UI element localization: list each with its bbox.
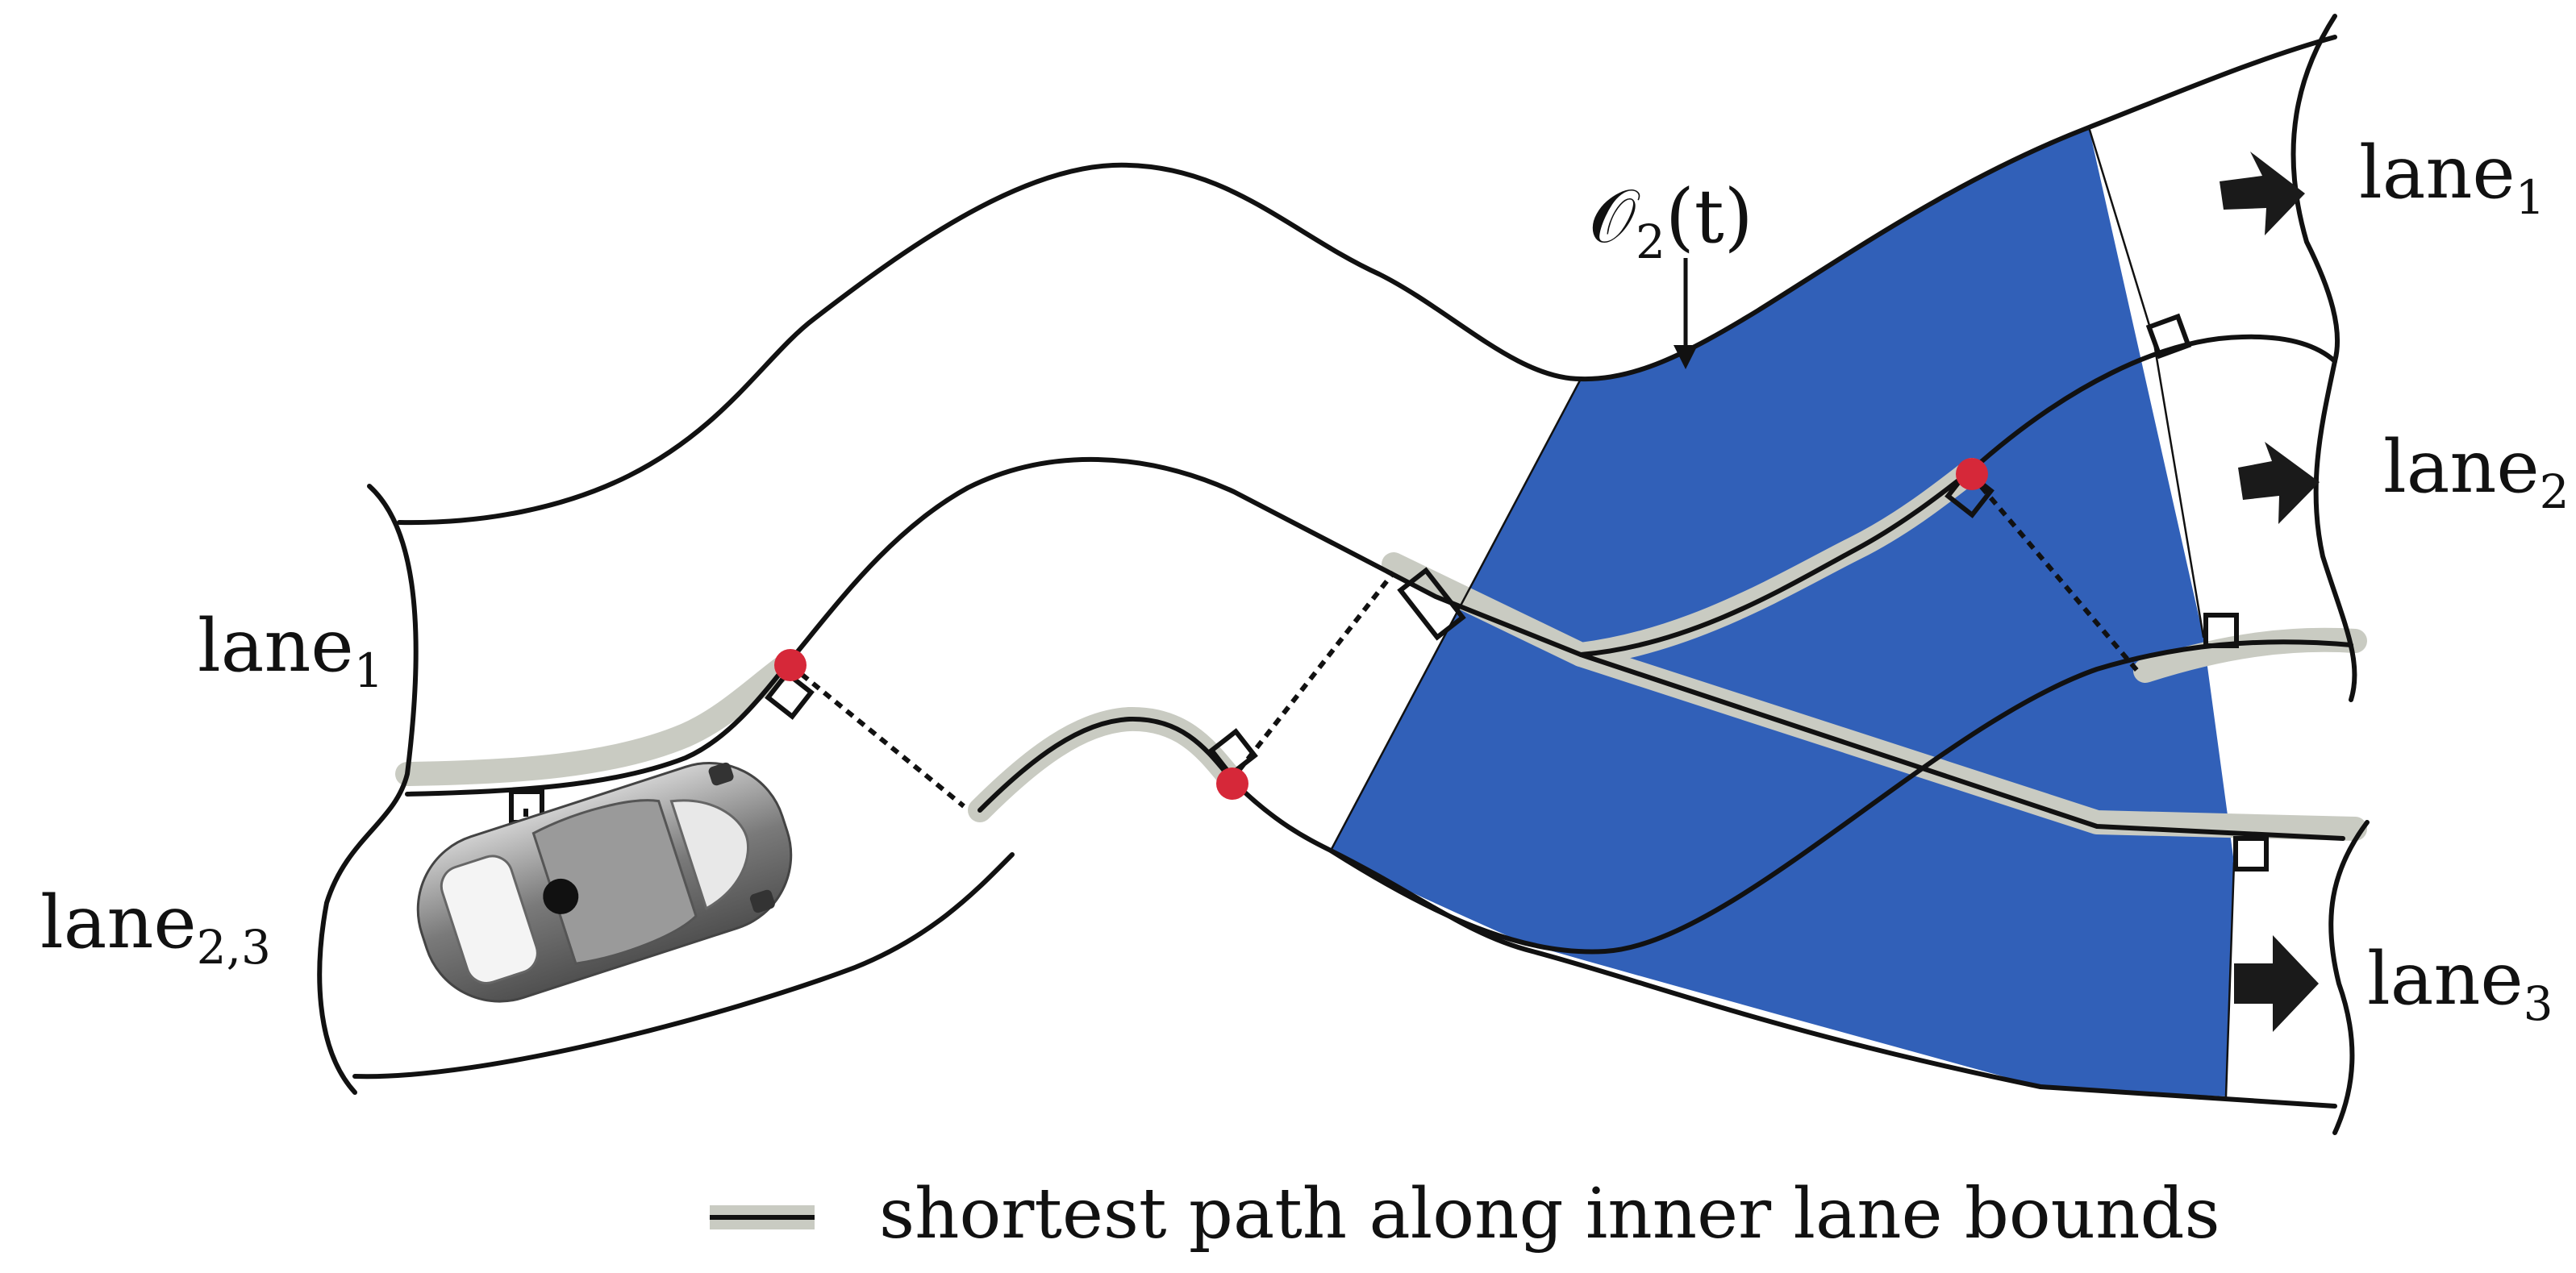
occupancy-label: 𝒪2(t) — [1589, 173, 1753, 269]
direction-arrows — [2220, 152, 2320, 1032]
label-right-lane3: lane3 — [2367, 937, 2553, 1031]
right-angle-marker-icon — [765, 670, 815, 720]
right-end-cap-top — [2290, 14, 2340, 364]
right-angle-marker-icon — [2233, 836, 2269, 872]
right-angle-markers — [509, 313, 2269, 872]
legend: shortest path along inner lane bounds — [710, 1174, 2220, 1254]
lane1-inner-bound — [405, 456, 2345, 841]
label-right-lane2: lane2 — [2383, 425, 2570, 519]
label-left-lane23: lane2,3 — [40, 880, 271, 975]
direction-arrow-icon — [2234, 935, 2319, 1032]
connector-left — [789, 663, 965, 809]
intersection-point-icon — [1956, 458, 1988, 490]
right-end-cap-bottom — [2328, 820, 2370, 1135]
pointer-arrowhead-icon — [1674, 345, 1698, 369]
intersection-point-icon — [774, 649, 807, 681]
legend-label: shortest path along inner lane bounds — [879, 1174, 2220, 1254]
intersection-point-icon — [1216, 768, 1248, 800]
lane-bounds — [317, 14, 2370, 1135]
intersection-points — [774, 458, 1988, 800]
direction-arrow-icon — [2238, 442, 2320, 524]
right-end-cap-middle — [2313, 359, 2357, 702]
right-angle-marker-icon — [1208, 728, 1258, 778]
car-icon — [416, 762, 793, 1003]
outer-bottom-boundary — [352, 852, 1015, 1080]
label-left-lane1: lane1 — [198, 604, 384, 698]
highlight-left-bound — [395, 653, 798, 786]
occupancy-left-edge — [1329, 377, 1582, 852]
occupancy-pointer — [1674, 258, 1698, 369]
occupancy-region — [1331, 127, 2234, 1096]
highlight-mid-bound — [968, 706, 1244, 822]
connector-mid — [1228, 571, 1396, 784]
right-angle-marker-icon — [1397, 567, 1466, 641]
left-end-cap — [317, 484, 419, 1095]
label-right-lane1: lane1 — [2359, 131, 2545, 225]
outer-top-boundary — [397, 35, 2337, 526]
lane3-crossing-bound — [1328, 639, 2353, 955]
occupancy-right-edge-2 — [2224, 861, 2236, 1098]
right-angle-marker-icon — [2145, 313, 2192, 360]
right-angle-marker-icon — [2203, 613, 2239, 648]
direction-arrow-icon — [2220, 152, 2305, 235]
